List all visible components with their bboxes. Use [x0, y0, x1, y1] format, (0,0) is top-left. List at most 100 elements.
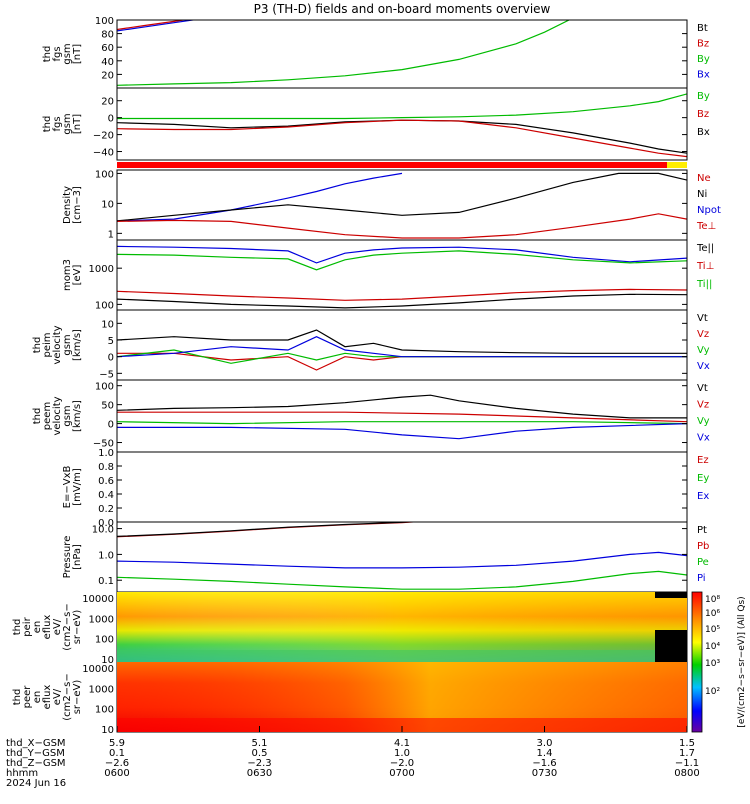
ylabel-line: [mV/m] — [72, 468, 83, 506]
y-tick-label: 1000 — [89, 684, 114, 695]
panel-frame — [116, 19, 688, 89]
panel-ylabel: Pressure [nPa] — [62, 536, 83, 579]
y-tick-label: 0.0 — [98, 518, 114, 529]
panel-ylabel: Density [cm−3] — [62, 186, 83, 224]
y-tick-label: 40 — [101, 57, 114, 68]
ylabel-line: Pressure — [62, 536, 73, 579]
ylabel-line: eV/ — [52, 618, 63, 635]
x-row-value: 0.1 — [109, 748, 125, 759]
series-fgs_gsm_total-Bz — [117, 20, 188, 31]
y-tick-label: 1 — [108, 229, 114, 240]
ylabel-line: [nPa] — [72, 544, 83, 570]
series-peim_velocity-Vz — [117, 352, 687, 371]
x-row-value: 0.5 — [252, 748, 268, 759]
series-fgs_gsm_components-By — [117, 93, 687, 120]
colorbar-tick-label: 10³ — [705, 659, 720, 669]
colorbar-tick-label: 10⁸ — [705, 595, 720, 605]
panel-ylabel: E=−VxB [mV/m] — [62, 466, 83, 509]
ylabel-line: peim — [42, 332, 53, 357]
y-tick-label: 10.0 — [92, 525, 114, 536]
ylabel-line: fgs — [52, 116, 63, 131]
y-tick-label: 0.2 — [98, 504, 114, 515]
y-tick-label: −50 — [93, 439, 114, 450]
panel-frame — [116, 87, 688, 161]
x-row-value: −2.6 — [105, 758, 129, 769]
series-peem_velocity-Vt — [117, 394, 687, 419]
series-peem_velocity-Vy — [117, 421, 687, 425]
ylabel-line: velocity — [52, 396, 63, 435]
legend-efield-Ez: Ez — [697, 455, 709, 466]
y-tick-label: −40 — [93, 148, 114, 159]
colorbar-tick-label: 10⁶ — [705, 609, 720, 619]
series-moments_temperature-Te — [117, 293, 687, 309]
panel-frame — [116, 169, 688, 241]
ylabel-line: (cm2−s− — [62, 673, 73, 720]
ylabel-line: [nT] — [72, 114, 83, 134]
flag-bar-red — [117, 162, 667, 168]
series-peim_velocity-Vx — [117, 336, 687, 358]
legend-moments_temperature-Ti: Ti|| — [696, 279, 712, 290]
y-tick-label: 100 — [95, 705, 114, 716]
legend-peem_velocity-Vx: Vx — [697, 433, 710, 444]
legend-fgs_gsm_total-Bx: Bx — [697, 70, 710, 81]
ylabel-line: thd — [32, 337, 43, 354]
panel-pressure-series — [117, 522, 687, 590]
peir-spectrogram-gap-top — [655, 592, 687, 598]
panel-ylabel: thd peim velocity gsm [km/s] — [32, 325, 83, 364]
y-tick-label: 20 — [101, 70, 114, 81]
x-row-label: hhmm — [6, 768, 38, 779]
panel-ylabel: thd peer en eflux eV/(cm2−s− sr−eV) — [12, 673, 83, 720]
ylabel-line: thd — [12, 619, 23, 636]
ylabel-line: (cm2−s− — [62, 603, 73, 650]
ylabel-line: gsm — [62, 113, 73, 134]
x-row-label: thd_Y−GSM — [6, 748, 65, 759]
y-tick-label: 50 — [101, 401, 114, 412]
panel-fgs_gsm_total-series — [117, 20, 571, 86]
panel-ylabel: thd fgs gsm [nT] — [42, 113, 83, 134]
ylabel-line: velocity — [52, 325, 63, 364]
peir-spectrogram-lowband — [117, 650, 687, 662]
legend-peim_velocity-Vy: Vy — [697, 345, 710, 356]
y-tick-label: 10000 — [82, 594, 114, 605]
y-tick-label: 1.0 — [98, 448, 114, 459]
x-row-value: 5.9 — [109, 738, 125, 749]
legend-moments_temperature-Ti: Ti⊥ — [696, 261, 714, 272]
y-tick-label: 100 — [95, 169, 114, 180]
legend-pressure-Pe: Pe — [697, 557, 709, 568]
y-tick-label: 10 — [101, 725, 114, 736]
y-tick-label: 0 — [108, 420, 114, 431]
series-peem_velocity-Vz — [117, 411, 687, 423]
panel-ylabel: mom3 [eV] — [62, 259, 83, 291]
colorbar-label: [eV/(cm2−s−sr−eV)] (All Qs) — [737, 596, 747, 727]
panel-density-series — [117, 172, 687, 239]
panel-efield: 1.0 0.8 0.6 0.4 0.2 0.0 E=−VxB [mV/m] Ez Ey Ex — [62, 448, 709, 529]
ylabel-line: [km/s] — [72, 400, 83, 432]
legend-fgs_gsm_total-By: By — [697, 54, 710, 65]
series-fgs_gsm_components-Bz — [117, 119, 687, 158]
legend-peim_velocity-Vt: Vt — [697, 313, 708, 324]
y-tick-label: 20 — [101, 97, 114, 108]
x-date-label: 2024 Jun 16 — [6, 778, 66, 789]
ylabel-line: thd — [32, 408, 43, 425]
colorbar: 10⁸ 10⁶ 10⁵ 10⁴ 10³ 10² [eV/(cm2−s−sr−eV)] (A… — [691, 591, 747, 733]
x-axis-block: thd_X−GSM 5.9 5.1 4.1 3.0 1.5 thd_Y−GSM 0.1 0.5 1… — [6, 726, 700, 789]
series-pressure-Pt — [117, 522, 420, 537]
y-tick-label: −20 — [93, 131, 114, 142]
y-tick-label: 5 — [108, 336, 114, 347]
legend-fgs_gsm_total-Bz: Bz — [697, 39, 709, 50]
panel-pressure: 10.0 1.0 0.1 Pressure [nPa] Pt Pb Pe Pi — [62, 521, 709, 593]
ylabel-line: gsm — [62, 405, 73, 426]
legend-pressure-Pt: Pt — [697, 525, 707, 536]
ylabel-line: eflux — [42, 615, 53, 640]
y-tick-label: 10 — [101, 655, 114, 666]
x-row-value: −2.0 — [390, 758, 414, 769]
panel-moments_temperature-series — [117, 245, 687, 309]
series-moments_temperature-Ti — [117, 288, 687, 301]
legend-moments_temperature-Te: Te|| — [696, 243, 714, 254]
plot-title: P3 (TH-D) fields and on-board moments ov… — [254, 2, 551, 16]
y-tick-label: 10 — [101, 199, 114, 210]
x-row-value: −1.6 — [532, 758, 556, 769]
series-moments_temperature-Ti — [117, 250, 687, 271]
x-row-value: 1.0 — [394, 748, 410, 759]
ylabel-line: eV/ — [52, 688, 63, 705]
